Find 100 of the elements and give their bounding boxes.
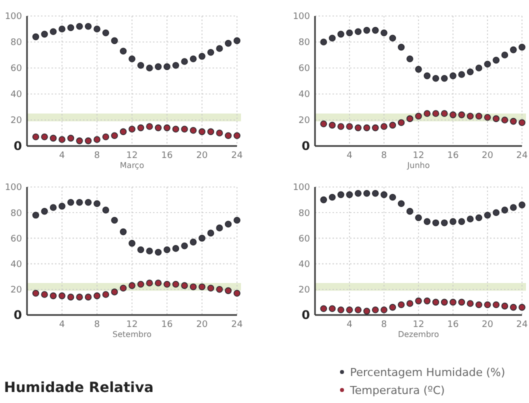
y-tick-label: 0 bbox=[14, 308, 22, 322]
point bbox=[475, 214, 482, 222]
point bbox=[501, 206, 508, 214]
point bbox=[120, 128, 127, 136]
point bbox=[190, 283, 197, 290]
point bbox=[450, 218, 456, 225]
point bbox=[363, 124, 370, 132]
x-tick-label: 20 bbox=[196, 320, 208, 330]
point bbox=[172, 245, 180, 252]
point bbox=[41, 291, 48, 298]
point bbox=[41, 208, 48, 215]
point bbox=[120, 228, 127, 236]
point bbox=[320, 196, 328, 204]
x-tick-label: 16 bbox=[161, 320, 173, 330]
point bbox=[510, 304, 517, 311]
point bbox=[198, 234, 206, 242]
point bbox=[363, 26, 370, 34]
point bbox=[492, 115, 500, 122]
point bbox=[190, 56, 197, 62]
point bbox=[466, 216, 474, 222]
point bbox=[346, 306, 353, 314]
point bbox=[164, 280, 170, 288]
point bbox=[58, 26, 66, 32]
x-tick-label: 4 bbox=[346, 151, 353, 161]
point bbox=[50, 292, 57, 300]
x-tick-label: 24 bbox=[231, 151, 243, 161]
point bbox=[432, 75, 440, 82]
point bbox=[102, 206, 110, 214]
point bbox=[492, 209, 500, 216]
point bbox=[398, 44, 405, 51]
point bbox=[216, 224, 223, 232]
point bbox=[172, 280, 180, 288]
point bbox=[398, 200, 405, 208]
point bbox=[76, 23, 83, 30]
x-tick-label: 24 bbox=[231, 320, 243, 330]
point bbox=[128, 126, 136, 132]
y-tick-label: 40 bbox=[298, 90, 310, 100]
point bbox=[198, 283, 206, 290]
point bbox=[76, 294, 83, 300]
point bbox=[102, 30, 110, 36]
point bbox=[458, 71, 466, 78]
point bbox=[84, 294, 92, 300]
point bbox=[207, 49, 214, 56]
point bbox=[458, 111, 466, 118]
y-tick-label: 80 bbox=[298, 208, 310, 219]
point bbox=[224, 40, 232, 47]
point bbox=[234, 290, 240, 297]
y-tick-label: 20 bbox=[10, 286, 22, 296]
point bbox=[164, 246, 170, 254]
x-tick-label: 16 bbox=[447, 320, 459, 330]
point bbox=[466, 68, 474, 76]
point bbox=[424, 218, 431, 225]
y-tick-label: 0 bbox=[302, 308, 310, 322]
point bbox=[415, 112, 422, 120]
point bbox=[380, 30, 388, 36]
x-tick-label: 12 bbox=[412, 320, 424, 330]
point bbox=[50, 28, 57, 35]
point bbox=[94, 136, 100, 143]
point bbox=[172, 126, 180, 132]
point bbox=[224, 220, 232, 228]
point bbox=[510, 46, 517, 54]
point bbox=[337, 191, 344, 198]
point bbox=[389, 304, 396, 311]
point bbox=[484, 60, 491, 68]
point bbox=[380, 306, 388, 314]
y-tick-label: 0 bbox=[302, 139, 310, 154]
point bbox=[354, 28, 362, 35]
point bbox=[492, 301, 500, 308]
point bbox=[328, 122, 336, 129]
point bbox=[67, 134, 74, 142]
point bbox=[84, 198, 92, 206]
y-tick-label: 80 bbox=[10, 38, 22, 48]
point bbox=[518, 44, 526, 51]
x-tick-label: 16 bbox=[161, 151, 173, 161]
point bbox=[84, 23, 92, 30]
point bbox=[518, 202, 526, 208]
point bbox=[120, 284, 127, 292]
x-tick-label: 4 bbox=[59, 320, 66, 330]
point bbox=[146, 123, 153, 130]
point bbox=[216, 286, 223, 293]
point bbox=[164, 124, 170, 132]
point bbox=[380, 191, 388, 198]
x-tick-label: 4 bbox=[346, 320, 353, 330]
point bbox=[146, 248, 153, 254]
point bbox=[450, 72, 456, 80]
point bbox=[50, 204, 57, 211]
point bbox=[234, 132, 240, 139]
x-tick-label: 4 bbox=[59, 151, 66, 161]
point bbox=[458, 218, 466, 225]
point bbox=[154, 280, 162, 286]
point bbox=[58, 136, 66, 143]
point bbox=[372, 190, 379, 197]
point bbox=[154, 63, 162, 70]
y-tick-label: 60 bbox=[298, 234, 310, 244]
point bbox=[415, 66, 422, 73]
point bbox=[346, 30, 353, 36]
point bbox=[137, 280, 144, 288]
point bbox=[363, 308, 370, 315]
point bbox=[224, 287, 232, 294]
x-axis-title: Dezembro bbox=[398, 330, 440, 339]
